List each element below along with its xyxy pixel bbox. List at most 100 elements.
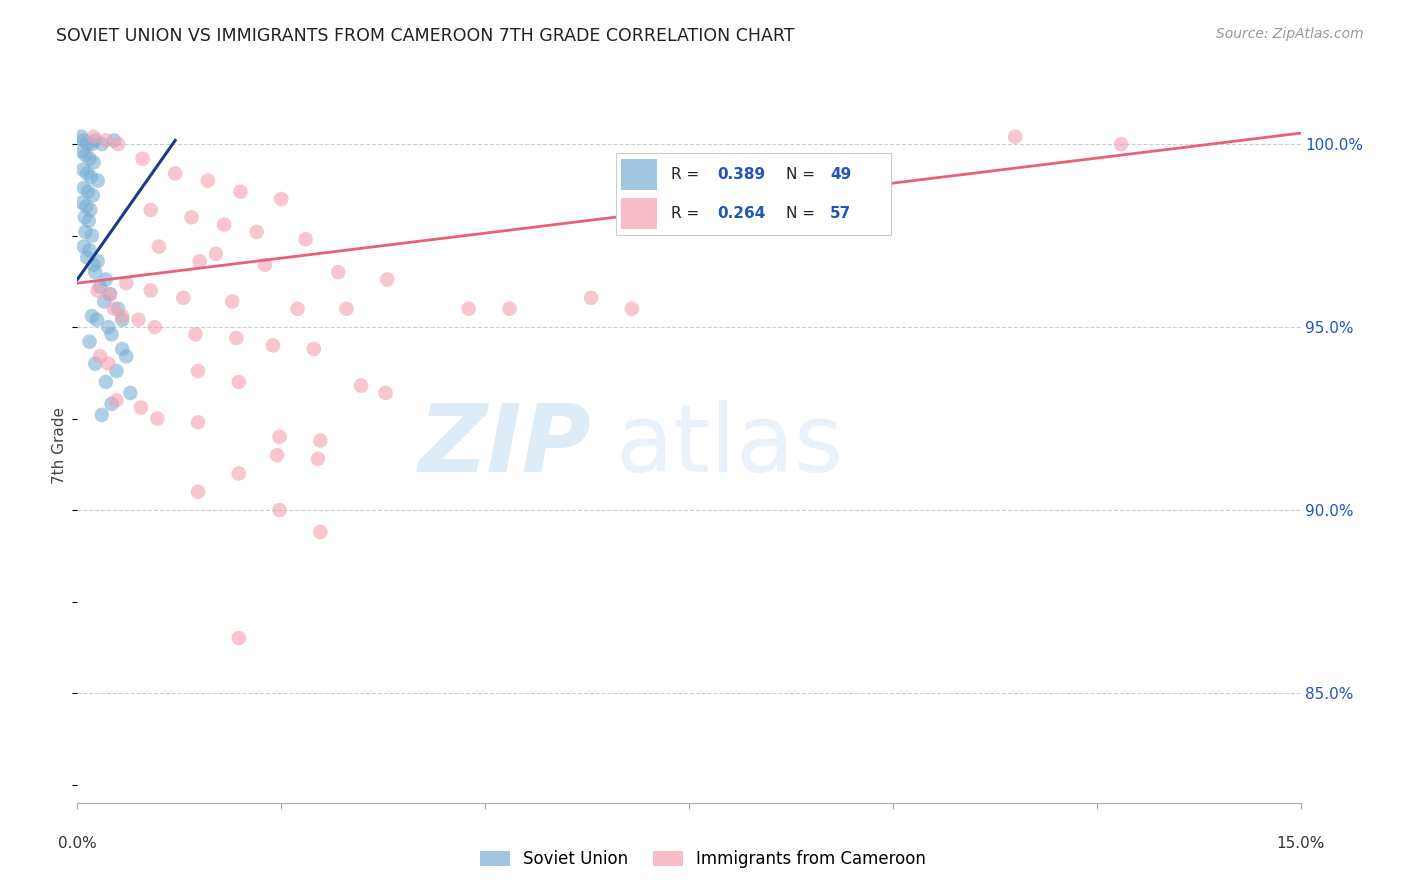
Point [80, 309, 103, 323]
Point [579, 291, 602, 305]
Point [84, 133, 107, 147]
Point [148, 239, 170, 253]
Point [1109, 137, 1132, 152]
Point [100, 327, 122, 342]
Point [229, 185, 252, 199]
Point [94, 375, 117, 389]
Point [131, 152, 153, 166]
Text: ZIP: ZIP [418, 400, 591, 492]
Point [97, 357, 120, 371]
Point [70, 195, 93, 210]
Point [93, 294, 115, 309]
Point [1004, 129, 1026, 144]
Point [350, 378, 373, 392]
Bar [621, 198, 657, 229]
Point [90, 408, 112, 422]
Point [105, 364, 128, 378]
Point [79, 334, 101, 349]
Point [225, 331, 247, 345]
Point [197, 174, 219, 188]
Point [328, 265, 350, 279]
Point [187, 364, 209, 378]
Point [146, 411, 169, 425]
Point [100, 397, 122, 411]
Point [139, 202, 162, 217]
Point [107, 137, 129, 152]
Point [87, 284, 110, 298]
Point [184, 327, 207, 342]
Bar [621, 159, 657, 190]
Text: 15.0%: 15.0% [1277, 836, 1324, 851]
Point [94, 133, 117, 147]
Point [143, 320, 166, 334]
Point [128, 312, 150, 326]
Point [72, 162, 94, 177]
Point [165, 166, 187, 180]
Point [70, 129, 93, 144]
Point [287, 301, 309, 316]
Point [83, 155, 105, 169]
Point [89, 280, 111, 294]
Point [97, 320, 120, 334]
Point [84, 357, 107, 371]
Point [73, 133, 96, 147]
Text: Source: ZipAtlas.com: Source: ZipAtlas.com [1216, 27, 1364, 41]
Point [87, 174, 110, 188]
Point [187, 415, 209, 429]
Point [228, 375, 250, 389]
Point [90, 137, 112, 152]
Point [89, 349, 111, 363]
Legend: Soviet Union, Immigrants from Cameroon: Soviet Union, Immigrants from Cameroon [472, 844, 934, 875]
Point [205, 247, 228, 261]
Point [180, 211, 202, 225]
Point [73, 211, 96, 225]
Point [375, 272, 398, 286]
Point [270, 192, 292, 206]
Point [221, 294, 243, 309]
Text: 0.389: 0.389 [717, 168, 765, 182]
Point [80, 228, 103, 243]
Point [188, 254, 211, 268]
Point [228, 467, 250, 481]
Point [103, 133, 125, 147]
Point [269, 503, 291, 517]
Point [83, 258, 105, 272]
Point [620, 301, 643, 316]
Y-axis label: 7th Grade: 7th Grade [52, 408, 67, 484]
Point [309, 524, 332, 539]
Point [253, 258, 276, 272]
Point [87, 254, 110, 268]
Point [94, 272, 117, 286]
Point [335, 301, 357, 316]
Point [75, 225, 97, 239]
Point [84, 265, 107, 279]
Point [105, 393, 128, 408]
Point [115, 276, 138, 290]
Point [115, 349, 138, 363]
Point [457, 301, 479, 316]
Point [139, 284, 162, 298]
Point [111, 342, 134, 356]
Point [79, 244, 101, 258]
Point [75, 148, 97, 162]
Text: N =: N = [786, 168, 820, 182]
Text: R =: R = [671, 168, 704, 182]
Point [309, 434, 332, 448]
Text: 57: 57 [830, 206, 852, 221]
Point [111, 312, 134, 326]
Point [98, 287, 121, 301]
Point [246, 225, 269, 239]
Text: R =: R = [671, 206, 704, 221]
Point [70, 145, 93, 159]
Point [302, 342, 325, 356]
Text: 0.0%: 0.0% [58, 836, 97, 851]
Point [83, 129, 105, 144]
Point [80, 137, 103, 152]
Point [79, 202, 101, 217]
Point [107, 301, 129, 316]
Point [212, 218, 235, 232]
Text: SOVIET UNION VS IMMIGRANTS FROM CAMEROON 7TH GRADE CORRELATION CHART: SOVIET UNION VS IMMIGRANTS FROM CAMEROON… [56, 27, 794, 45]
Text: N =: N = [786, 206, 820, 221]
Point [120, 386, 142, 401]
Point [187, 484, 209, 499]
